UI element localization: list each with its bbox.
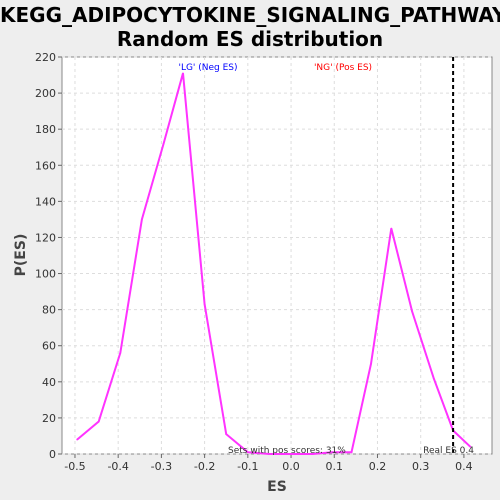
- data-point: [411, 310, 413, 313]
- x-tick-label: -0.1: [237, 460, 258, 473]
- y-tick-label: 80: [42, 304, 56, 317]
- data-point: [76, 438, 78, 441]
- y-tick-label: 100: [35, 268, 56, 281]
- y-tick-label: 20: [42, 412, 56, 425]
- y-tick-label: 40: [42, 376, 56, 389]
- x-tick-label: -0.2: [194, 460, 215, 473]
- data-point: [331, 451, 333, 453]
- x-tick-label: -0.5: [64, 460, 85, 473]
- pos-es-label: 'NG' (Pos ES): [314, 63, 372, 73]
- y-tick-label: 180: [35, 123, 56, 136]
- data-point: [290, 453, 292, 455]
- data-point: [350, 451, 353, 453]
- y-tick-label: 220: [35, 51, 56, 64]
- chart-title-line2: Random ES distribution: [116, 27, 384, 51]
- y-tick-label: 120: [35, 231, 56, 244]
- x-tick-label: 0.0: [282, 460, 300, 473]
- y-tick-label: 0: [49, 448, 56, 461]
- y-tick-label: 140: [35, 195, 56, 208]
- grid: [62, 56, 492, 455]
- data-point: [268, 453, 271, 455]
- plot-area: [61, 56, 493, 455]
- data-point: [370, 362, 372, 365]
- x-tick-label: 0.4: [455, 460, 473, 473]
- x-tick-label: -0.4: [107, 460, 128, 473]
- neg-es-label: 'LG' (Neg ES): [178, 63, 237, 73]
- y-axis-title: P(ES): [13, 234, 29, 277]
- y-tick-label: 200: [35, 87, 56, 100]
- x-tick-label: -0.3: [151, 460, 172, 473]
- data-point: [469, 445, 472, 448]
- real-es-label: Real ES 0.4: [423, 446, 474, 456]
- data-point: [432, 377, 435, 380]
- x-tick-label: 0.1: [326, 460, 344, 473]
- x-tick-label: 0.3: [412, 460, 430, 473]
- series-layer: [76, 72, 472, 455]
- chart-title-line1: KEGG_ADIPOCYTOKINE_SIGNALING_PATHWAY:: [0, 3, 500, 27]
- data-point: [311, 453, 314, 455]
- data-point: [97, 420, 100, 423]
- data-point: [225, 433, 228, 435]
- data-point: [162, 142, 165, 145]
- pos-scores-label: Sets with pos scores: 31%: [228, 446, 346, 456]
- data-point: [119, 352, 122, 354]
- x-axis-title: ES: [267, 479, 287, 495]
- axes: -0.5 -0.4 -0.3 -0.2 -0.1 0.0 0.1 0.2 0.3 0.4 0 20 40…: [35, 51, 473, 473]
- annotations: 'LG' (Neg ES) 'NG' (Pos ES) Sets with pos …: [178, 57, 474, 456]
- data-point: [390, 227, 393, 230]
- data-point: [247, 451, 249, 453]
- y-tick-label: 60: [42, 340, 56, 353]
- data-point: [141, 218, 143, 221]
- x-tick-label: 0.2: [369, 460, 387, 473]
- y-tick-label: 160: [35, 159, 56, 172]
- data-point: [203, 303, 206, 306]
- series-line: [76, 72, 472, 455]
- data-point: [182, 72, 184, 75]
